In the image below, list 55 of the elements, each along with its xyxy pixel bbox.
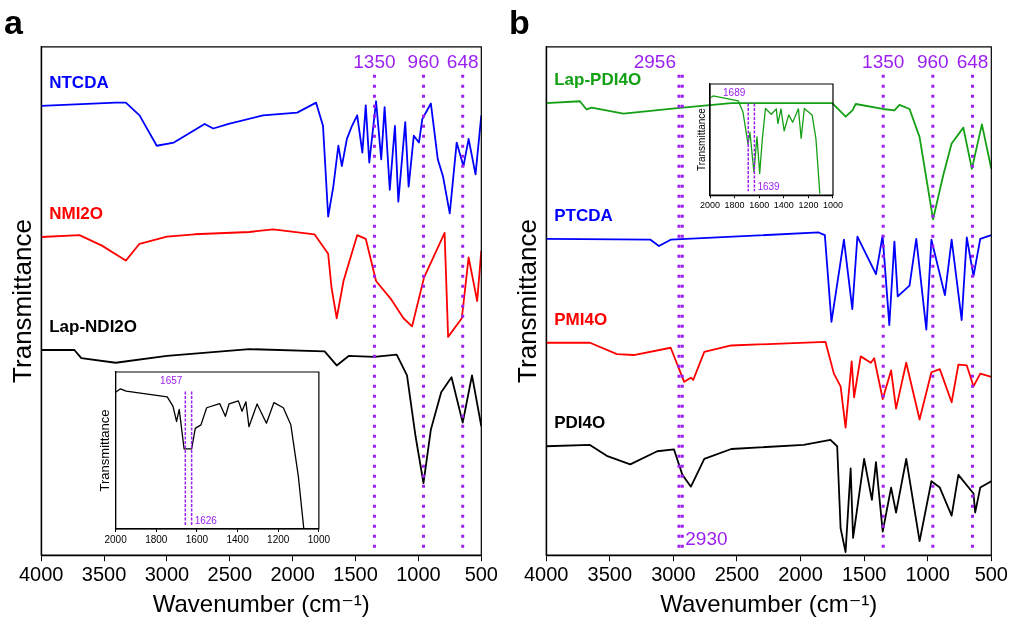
x-tick-label: 2500 — [714, 562, 760, 585]
ref-line-label: 1350 — [353, 50, 396, 72]
ref-line-label: 1639 — [757, 181, 781, 193]
x-axis-title: Wavenumber (cm⁻¹) — [152, 590, 370, 618]
x-tick-label: 3500 — [587, 562, 633, 585]
ref-line-label: 1689 — [723, 87, 746, 98]
x-tick-label: 1000 — [396, 562, 441, 585]
x-tick-label: 1800 — [724, 200, 745, 211]
x-tick-label: 1200 — [267, 533, 290, 545]
x-tick-label: 3000 — [144, 562, 190, 585]
x-tick-label: 1000 — [905, 562, 950, 585]
x-tick-label: 2000 — [699, 200, 721, 211]
x-tick-label: 1000 — [307, 533, 331, 545]
x-tick-label: 3500 — [81, 562, 127, 585]
y-axis-title: Transmittance — [97, 409, 113, 492]
x-tick-label: 1400 — [226, 533, 250, 545]
series-label: NMI2O — [49, 204, 104, 223]
x-tick-label: 2500 — [207, 562, 253, 585]
y-axis-title: Transmittance — [511, 219, 542, 383]
ref-line-label: 648 — [956, 50, 989, 72]
series-label: PMI4O — [554, 309, 608, 329]
x-tick-label: 1200 — [798, 200, 819, 211]
y-axis-title: Transmittance — [6, 219, 37, 383]
ref-line-label: 1626 — [194, 515, 218, 526]
x-tick-label: 2000 — [104, 533, 128, 545]
ref-line-label: 2930 — [685, 528, 728, 550]
x-tick-label: 1600 — [749, 200, 770, 211]
x-tick-label: 2000 — [270, 562, 315, 585]
series-label: PTCDA — [554, 205, 613, 225]
x-tick-label: 1800 — [145, 533, 168, 545]
ref-line-label: 648 — [446, 50, 479, 72]
ref-line-label: 960 — [407, 50, 440, 72]
ref-line-label: 1350 — [862, 50, 905, 72]
series-label: NTCDA — [49, 72, 109, 92]
series-label: Lap-PDI4O — [554, 70, 642, 90]
x-tick-label: 4000 — [523, 562, 569, 585]
x-tick-label: 1500 — [333, 562, 378, 585]
ref-line-label: 2956 — [633, 50, 676, 72]
x-tick-label: 4000 — [18, 562, 64, 585]
chart-title: a — [4, 2, 24, 41]
ref-line-label: 1657 — [160, 375, 183, 386]
x-tick-label: 1000 — [822, 200, 843, 211]
series-label: PDI4O — [554, 413, 606, 433]
x-tick-label: 500 — [974, 562, 1008, 585]
ref-line-label: 960 — [916, 50, 949, 72]
x-tick-label: 3000 — [651, 562, 696, 585]
x-tick-label: 1500 — [841, 562, 887, 585]
x-tick-label: 1600 — [185, 533, 209, 545]
series-label: Lap-NDI2O — [49, 317, 138, 337]
chart-title: b — [509, 2, 530, 41]
x-axis-title: Wavenumber (cm⁻¹) — [660, 590, 878, 618]
x-tick-label: 2000 — [778, 562, 823, 585]
x-tick-label: 1400 — [773, 200, 794, 211]
x-tick-label: 500 — [464, 562, 498, 585]
y-axis-title: Transmittance — [695, 107, 707, 172]
